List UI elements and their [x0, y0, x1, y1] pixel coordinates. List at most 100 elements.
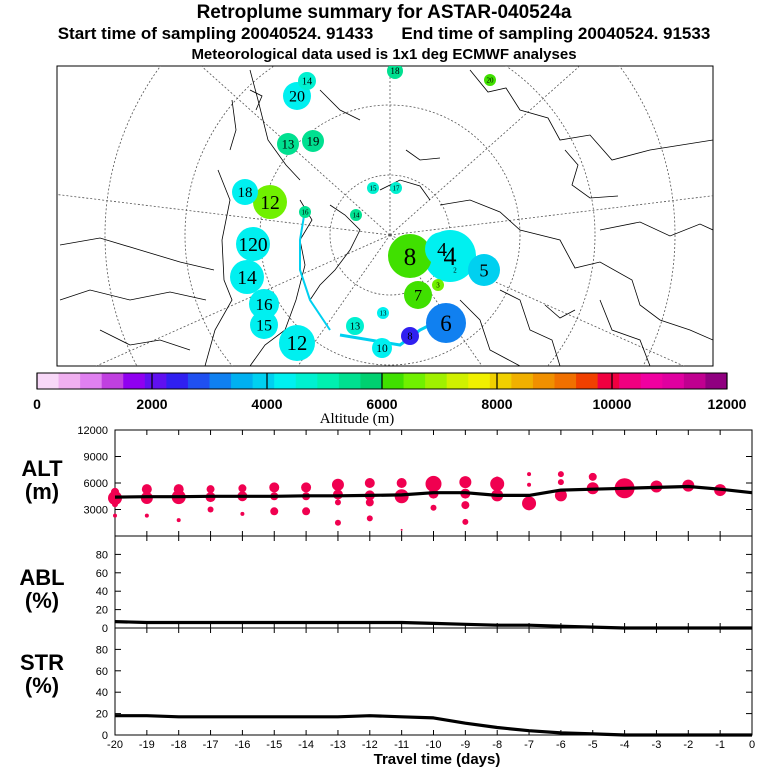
- plume-day-label: 8: [404, 243, 417, 271]
- plume-marker: [249, 289, 279, 319]
- plume-day-label: 14: [353, 211, 361, 219]
- plume-marker: [390, 182, 402, 194]
- alt-cluster-dot: [557, 479, 564, 486]
- x-tick-label: -9: [460, 739, 470, 751]
- alt-cluster-dot: [364, 478, 375, 488]
- colorbar-cell: [511, 373, 534, 389]
- colorbar-cell: [619, 373, 642, 389]
- alt-cluster-dot: [462, 518, 469, 525]
- plume-marker: [449, 264, 461, 276]
- x-tick-label: -12: [362, 739, 378, 751]
- alt-cluster-dot: [207, 506, 214, 513]
- plume-day-label: 6: [440, 311, 452, 336]
- alt-cluster-dot: [522, 496, 537, 511]
- alt-cluster-dot: [365, 498, 374, 507]
- plume-day-label: 5: [479, 260, 488, 280]
- colorbar-cell: [144, 373, 167, 389]
- sampling-times: Start time of sampling 20040524. 91433 En…: [0, 24, 768, 44]
- abl-y-tick-label: 60: [96, 568, 108, 580]
- colorbar-cell: [425, 373, 448, 389]
- alt-cluster-dot: [588, 472, 597, 481]
- colorbar-cell: [209, 373, 232, 389]
- colorbar-cell: [683, 373, 706, 389]
- plume-day-label: 2: [453, 266, 457, 274]
- colorbar-cell: [640, 373, 663, 389]
- colorbar-cell: [187, 373, 210, 389]
- str-y-tick-label: 20: [96, 709, 108, 721]
- alt-cluster-dot: [141, 484, 152, 495]
- alt-cluster-dot: [270, 507, 279, 516]
- alt-cluster-dot: [527, 482, 532, 487]
- alt-cluster-dot: [461, 501, 470, 510]
- colorbar-cell: [532, 373, 555, 389]
- alt-cluster-dot: [302, 507, 311, 516]
- plume-day-label: 20: [289, 89, 305, 106]
- plume-marker: [387, 66, 403, 79]
- alt-cluster-dot: [331, 478, 344, 491]
- str-y-tick-label: 0: [102, 730, 108, 742]
- alt-cluster-dot: [430, 504, 437, 511]
- alt-cluster-dot: [366, 515, 373, 522]
- chart-title: Retroplume summary for ASTAR-040524a: [196, 2, 572, 23]
- plume-day-label: 19: [307, 134, 320, 148]
- alt-cluster-dot: [490, 476, 505, 491]
- start-time-label: Start time of sampling 20040524. 91433: [57, 24, 374, 43]
- plume-day-label: 14: [302, 77, 313, 88]
- alt-cluster-dot: [459, 476, 472, 489]
- plume-day-label: 16: [302, 208, 310, 216]
- x-tick-label: -3: [652, 739, 662, 751]
- x-tick-label: -10: [426, 739, 442, 751]
- plume-marker: [404, 281, 432, 309]
- colorbar-cell: [468, 373, 491, 389]
- str-y-tick-label: 40: [96, 687, 108, 699]
- plume-day-label: 20: [487, 76, 495, 84]
- x-tick-label: -14: [298, 739, 314, 751]
- colorbar-cell: [360, 373, 383, 389]
- plume-marker: [425, 232, 459, 266]
- colorbar-cell: [58, 373, 81, 389]
- colorbar-cell: [554, 373, 577, 389]
- str-panel-unit: (%): [25, 673, 59, 698]
- alt-cluster-dot: [238, 484, 247, 493]
- alt-cluster-dot: [425, 475, 442, 492]
- alt-cluster-dot: [113, 513, 117, 518]
- x-tick-label: -2: [683, 739, 693, 751]
- colorbar-tick-label: 12000: [708, 396, 747, 412]
- plume-marker: [230, 260, 264, 294]
- alt-cluster-dot: [557, 471, 564, 478]
- x-tick-label: -1: [715, 739, 725, 751]
- abl-y-tick-label: 80: [96, 549, 108, 561]
- alt-cluster-dot: [112, 501, 118, 508]
- x-tick-label: -19: [139, 739, 155, 751]
- colorbar-cell: [597, 373, 620, 389]
- colorbar-cell: [662, 373, 685, 389]
- alt-cluster-dot: [400, 528, 403, 531]
- x-tick-label: -6: [556, 739, 566, 751]
- alt-cluster-dot: [269, 482, 280, 493]
- plume-marker: [232, 179, 258, 205]
- colorbar-cell: [166, 373, 189, 389]
- plume-trace-west: [299, 209, 331, 331]
- x-tick-label: -8: [492, 739, 502, 751]
- colorbar-cell: [382, 373, 405, 389]
- alt-cluster-dot: [108, 491, 122, 506]
- plume-day-label: 13: [350, 322, 360, 333]
- altitude-colorbar: 0 2000 4000 6000 8000 10000 12000 Altitude (m): [33, 372, 747, 427]
- abl-panel-label: ABL: [19, 565, 64, 590]
- x-tick-label: -18: [171, 739, 187, 751]
- colorbar-tick-label: 4000: [251, 396, 282, 412]
- colorbar-tick-label: 2000: [136, 396, 167, 412]
- plume-day-label: 120: [238, 235, 268, 256]
- colorbar-cell: [252, 373, 275, 389]
- alt-cluster-dot: [301, 482, 312, 493]
- plume-marker: [302, 130, 324, 152]
- colorbar-cell: [80, 373, 103, 389]
- x-tick-label: -11: [394, 739, 409, 751]
- colorbar-cell: [705, 373, 728, 389]
- plume-day-label: 13: [380, 309, 388, 317]
- plume-marker: [279, 325, 315, 361]
- abl-y-tick-label: 0: [102, 623, 108, 635]
- colorbar-tick-label: 6000: [366, 396, 397, 412]
